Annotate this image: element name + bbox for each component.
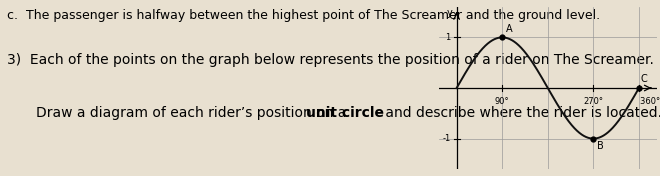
Text: 90°: 90° bbox=[495, 97, 510, 106]
Text: 3)  Each of the points on the graph below represents the position of a rider on : 3) Each of the points on the graph below… bbox=[7, 53, 653, 67]
Text: B: B bbox=[597, 141, 604, 151]
Text: unit circle: unit circle bbox=[306, 106, 384, 120]
Text: 1: 1 bbox=[446, 33, 451, 42]
Text: 270°: 270° bbox=[583, 97, 603, 106]
Text: 360° θ: 360° θ bbox=[640, 97, 660, 106]
Text: Draw a diagram of each rider’s position on a: Draw a diagram of each rider’s position … bbox=[36, 106, 351, 120]
Text: C: C bbox=[641, 74, 647, 84]
Text: A: A bbox=[506, 24, 512, 34]
Text: c.  The passenger is halfway between the highest point of The Screamer and the g: c. The passenger is halfway between the … bbox=[7, 9, 600, 22]
Text: and describe where the rider is located.: and describe where the rider is located. bbox=[381, 106, 660, 120]
Text: y: y bbox=[447, 8, 452, 18]
Text: -1: -1 bbox=[442, 134, 451, 143]
